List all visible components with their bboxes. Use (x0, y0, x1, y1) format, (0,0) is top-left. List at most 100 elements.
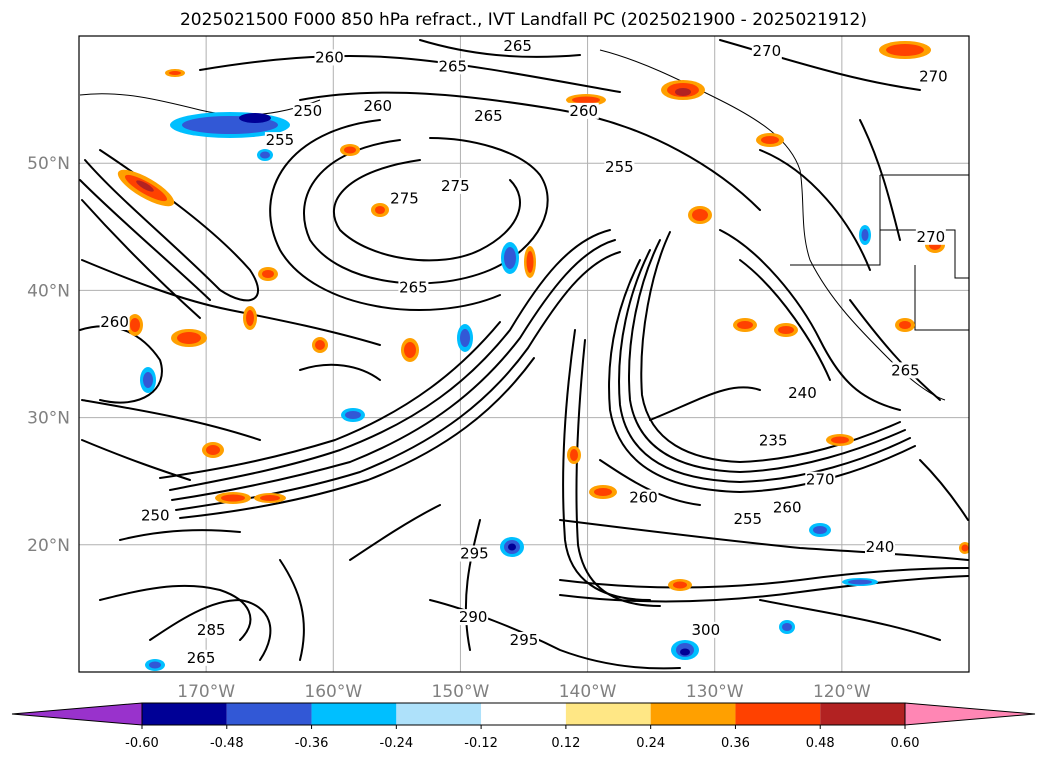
contour-line (849, 299, 941, 401)
contour-label-bg (196, 621, 227, 638)
positive-blob (117, 169, 175, 207)
contour-label-bg (509, 632, 539, 649)
axis-labels: 20°N 30°N 40°N 50°N 170°W 160°W 150°W 140°W 130°… (27, 154, 871, 702)
positive-blob (668, 579, 692, 591)
negative-blob (501, 242, 519, 274)
contour-label: 260 (569, 102, 598, 120)
colorbar-tick-label: -0.48 (210, 736, 244, 751)
colorbar-tick-label: -0.36 (295, 736, 329, 751)
contour-label: 270 (919, 68, 948, 86)
colorbar-bin (396, 703, 482, 725)
contour-label-bg (362, 97, 393, 114)
contour-line (618, 249, 911, 483)
contour-label-bg (628, 489, 659, 506)
contour-line (640, 231, 901, 463)
lon-tick-label: 130°W (686, 682, 744, 702)
contour-label-bg (751, 43, 782, 60)
contour-line (171, 239, 616, 501)
contour-line (559, 567, 969, 589)
colorbar-bin (565, 703, 651, 725)
contour-line (303, 137, 549, 285)
contour-label: 260 (315, 48, 344, 66)
contour-label: 260 (363, 97, 392, 115)
contour-label: 260 (629, 489, 658, 507)
negative-blob (257, 149, 273, 161)
contour-line (159, 321, 501, 479)
positive-blob (165, 69, 185, 77)
contour-label-bg (389, 190, 420, 207)
positive-blob (215, 492, 251, 504)
contour-label: 270 (917, 228, 946, 246)
contour-line (419, 39, 581, 58)
positive-blob (524, 246, 536, 278)
contour-line (179, 357, 535, 519)
contour-label: 285 (197, 621, 226, 639)
colorbar-under-extension (11, 702, 143, 726)
colorbar-tick-label: 0.48 (806, 736, 835, 751)
negative-blob (809, 523, 831, 537)
positive-blob (340, 144, 360, 156)
contour-line (99, 584, 252, 641)
contour-label-bg (99, 314, 130, 331)
contour-label: 300 (691, 621, 720, 639)
contour-label-bg (604, 158, 635, 175)
negative-blob (140, 367, 156, 393)
contour-line (349, 504, 441, 561)
contour-label-bg (398, 279, 429, 296)
lat-tick-label: 50°N (27, 154, 70, 174)
contour-label: 275 (390, 190, 419, 208)
colorbar-bin (481, 703, 566, 725)
contour-label-bg (292, 102, 323, 119)
contour-label: 265 (187, 649, 216, 667)
contour-label: 250 (294, 102, 323, 120)
positive-blob (959, 542, 969, 554)
colorbar-over-extension (904, 702, 1036, 726)
positive-blob (371, 203, 389, 217)
contour-line (559, 519, 969, 561)
contour-label: 255 (733, 510, 762, 528)
positive-blob (879, 41, 931, 59)
contour-line (599, 459, 701, 506)
contour-label: 270 (806, 471, 835, 489)
contour-label: 265 (474, 107, 503, 125)
contour-line (859, 119, 901, 241)
positive-blob (312, 337, 328, 353)
positive-blob (567, 446, 581, 464)
colorbar: -0.60 -0.48 -0.36 -0.24 -0.12 0.12 0.24 0.36 0.4… (11, 702, 1036, 751)
contour-label-bg (865, 539, 895, 556)
lon-tick-label: 170°W (177, 682, 235, 702)
contour-label: 255 (266, 131, 295, 149)
contour-line (84, 149, 260, 302)
negative-blob (341, 408, 365, 422)
positive-blob (895, 318, 915, 332)
contour-line (739, 259, 831, 381)
contour-label-bg (890, 362, 921, 379)
contour-label: 265 (503, 37, 532, 55)
contour-label: 235 (759, 431, 788, 449)
contour-label: 260 (100, 313, 129, 331)
negative-blob (145, 659, 165, 671)
contour-line (464, 519, 481, 651)
positive-blob (401, 338, 419, 362)
map-title: 2025021500 F000 850 hPa refract., IVT La… (179, 10, 867, 30)
contour-line (919, 459, 969, 521)
contour-label: 265 (399, 279, 428, 297)
contour-line (719, 39, 921, 91)
contour-line (149, 599, 272, 661)
contour-label-bg (805, 471, 836, 488)
contour-label: 255 (605, 158, 634, 176)
contour-line (199, 54, 621, 93)
contour-label-bg (458, 609, 489, 626)
lat-tick-label: 30°N (27, 409, 70, 429)
lat-tick-label: 40°N (27, 281, 70, 301)
negative-blob (671, 640, 699, 660)
contour-label-bg (459, 545, 490, 562)
positive-blob (661, 80, 705, 100)
contour-line (608, 259, 916, 493)
negative-blob (170, 112, 290, 138)
colorbar-bin (311, 703, 397, 725)
lon-tick-label: 150°W (432, 682, 490, 702)
contour-label-bg (758, 432, 789, 449)
